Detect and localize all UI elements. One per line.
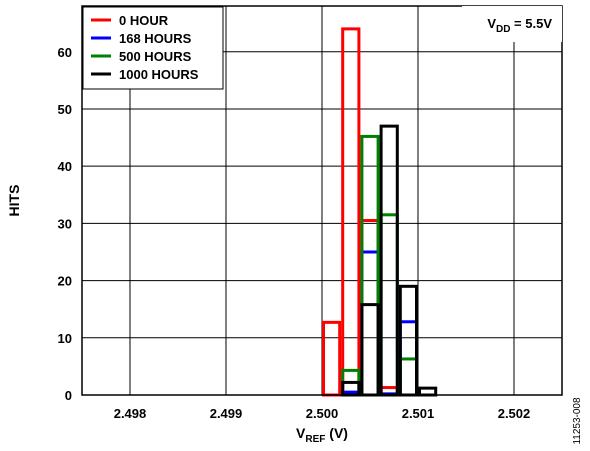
annotation-box [462, 6, 562, 42]
legend: 0 HOUR 168 HOURS 500 HOURS 1000 HOURS [82, 6, 224, 90]
y-tick-label: 40 [58, 159, 72, 174]
y-tick-labels: 0 10 20 30 40 50 60 [58, 45, 72, 403]
plot-frame [81, 5, 563, 396]
histogram-bar [379, 213, 399, 397]
x-tick-label: 2.500 [306, 406, 339, 421]
x-tick-label: 2.499 [210, 406, 243, 421]
figure-id-label: 11253-008 [572, 397, 583, 445]
histogram-bar [398, 284, 418, 397]
vdd-annotation: VDD = 5.5V [487, 16, 552, 35]
histogram-bar [341, 27, 361, 397]
y-tick-label: 60 [58, 45, 72, 60]
histogram-bar [360, 134, 380, 397]
legend-label: 0 HOUR [119, 13, 169, 28]
histogram-bar [360, 250, 380, 397]
histogram-bar [418, 386, 438, 397]
legend-label: 500 HOURS [119, 49, 192, 64]
histogram-bar [360, 303, 380, 397]
y-axis-label: HITS [6, 185, 22, 217]
histogram-bar [322, 320, 342, 397]
x-tick-label: 2.498 [114, 406, 147, 421]
histogram-bar [398, 357, 418, 397]
x-tick-label: 2.501 [402, 406, 435, 421]
legend-label: 1000 HOURS [119, 67, 199, 82]
legend-label: 168 HOURS [119, 31, 192, 46]
histogram-bar [360, 219, 380, 397]
y-tick-label: 30 [58, 216, 72, 231]
x-tick-labels: 2.498 2.499 2.500 2.501 2.502 [114, 406, 531, 421]
y-tick-label: 20 [58, 274, 72, 289]
y-tick-label: 50 [58, 102, 72, 117]
y-tick-label: 0 [65, 388, 72, 403]
y-tick-label: 10 [58, 331, 72, 346]
histogram-bars [322, 27, 438, 397]
x-axis-label: VREF (V) [296, 425, 348, 445]
x-tick-label: 2.502 [498, 406, 531, 421]
